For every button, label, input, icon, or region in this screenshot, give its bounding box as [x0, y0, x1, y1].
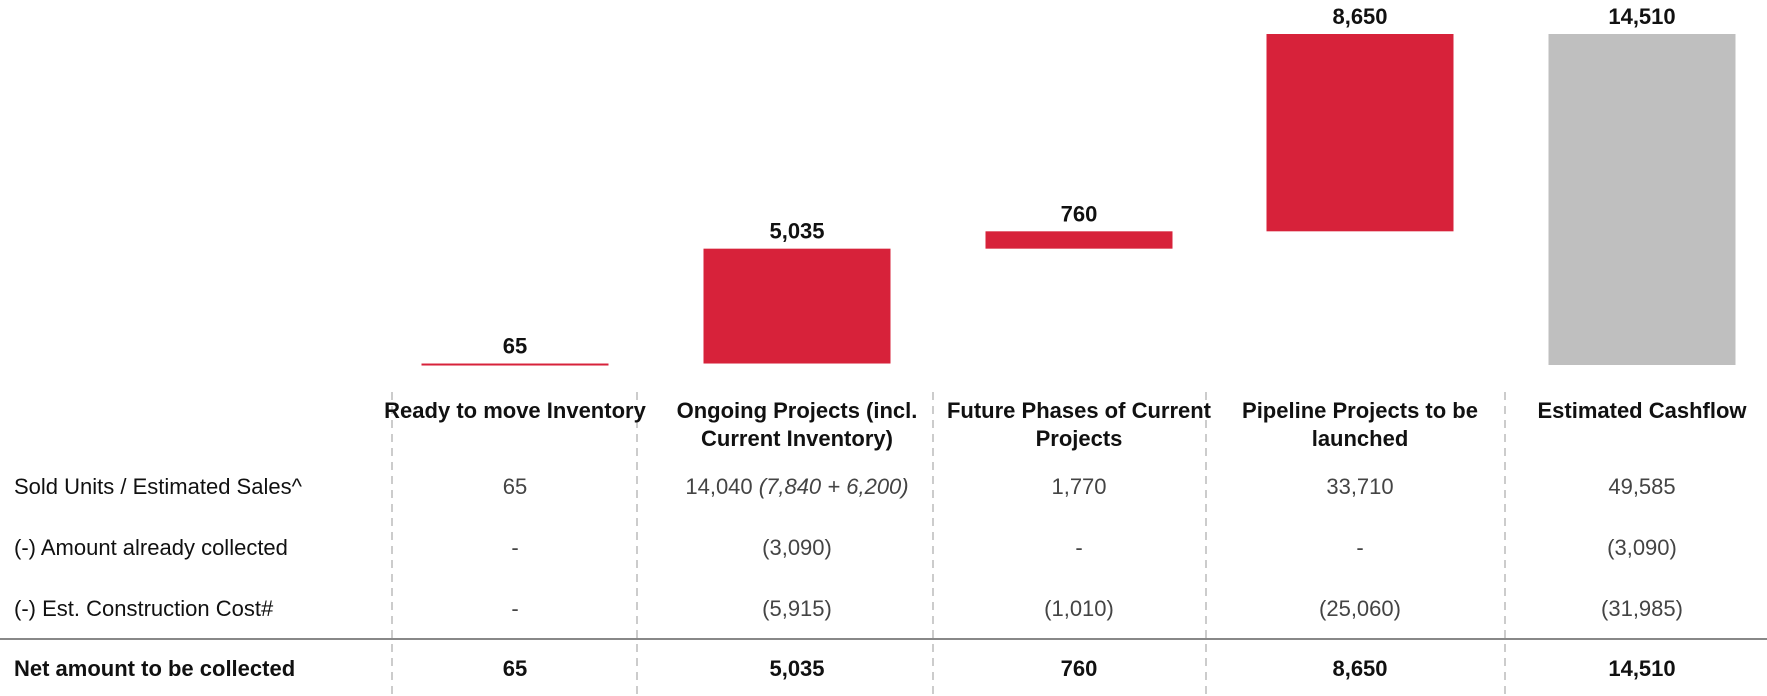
table-cell: 49,585 [1608, 474, 1676, 499]
bar [703, 248, 891, 364]
table-cell: - [1356, 535, 1364, 560]
data-label: 760 [1061, 201, 1098, 226]
row-label: (-) Amount already collected [14, 535, 288, 560]
data-label: 65 [503, 334, 527, 359]
table-cell: (1,010) [1044, 596, 1114, 621]
table-cell: 1,770 [1051, 474, 1107, 499]
table-cell: 65 [502, 474, 528, 499]
table-cell: 5,035 [769, 656, 825, 681]
bar [985, 231, 1173, 249]
table-cell: 14,510 [1608, 656, 1676, 681]
table-cell: (3,090) [762, 535, 832, 560]
bar [421, 363, 609, 366]
table-cell: (31,985) [1601, 596, 1683, 621]
column-header: Ready to move Inventory [384, 398, 646, 423]
table-cell: - [511, 535, 519, 560]
data-label: 5,035 [769, 219, 824, 244]
table-cell: - [511, 596, 519, 621]
row-label: Sold Units / Estimated Sales^ [14, 474, 302, 499]
cell-value: 14,040 [685, 474, 753, 499]
table-cell: 65 [502, 656, 528, 681]
column-header: Estimated Cashflow [1537, 398, 1747, 423]
bar [1548, 34, 1736, 365]
table-cell: (25,060) [1319, 596, 1401, 621]
cell-note: (7,840 + 6,200) [758, 474, 909, 499]
table-cell: - [1075, 535, 1083, 560]
row-label: Net amount to be collected [14, 656, 296, 681]
row-label: (-) Est. Construction Cost# [14, 596, 274, 621]
data-label: 14,510 [1608, 4, 1675, 29]
column-header: Pipeline Projects to be launched [1242, 398, 1478, 451]
table-cell: 8,650 [1332, 656, 1388, 681]
table-cell: 33,710 [1326, 474, 1394, 499]
bar [1266, 34, 1454, 232]
table-cell: 760 [1060, 656, 1098, 681]
table-cell: (3,090) [1607, 535, 1677, 560]
table-cell: (5,915) [762, 596, 832, 621]
column-header: Ongoing Projects (incl. Current Inventor… [676, 398, 918, 451]
table-cell: 14,040 (7,840 + 6,200) [685, 474, 908, 500]
column-header: Future Phases of Current Projects [946, 398, 1212, 451]
data-label: 8,650 [1332, 4, 1387, 29]
